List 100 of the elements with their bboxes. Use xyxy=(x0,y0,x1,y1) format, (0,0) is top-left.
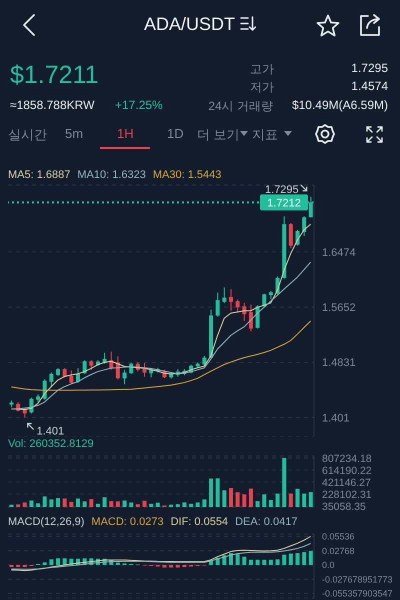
candlestick xyxy=(202,355,206,366)
candlestick xyxy=(236,298,240,313)
bar xyxy=(129,502,134,507)
bar xyxy=(308,492,313,507)
bar xyxy=(176,504,180,507)
text: ≈1858.788KRW xyxy=(10,98,94,112)
chart-title: MACD(12,26,9) xyxy=(8,516,84,528)
bar xyxy=(82,501,87,507)
y-tick-label: 421146.27 xyxy=(322,476,372,489)
text: 5m xyxy=(65,126,84,141)
bar xyxy=(262,494,266,507)
bar xyxy=(142,500,147,507)
text: $10.49M(A6.59M) xyxy=(292,98,388,112)
text: 더 보기 xyxy=(197,126,240,144)
text: $1.7211 xyxy=(10,61,99,90)
y-tick-label: 0.0 xyxy=(322,560,335,570)
bar xyxy=(89,499,94,507)
bar xyxy=(49,559,54,565)
chart-title: Vol: 260352.8129 xyxy=(8,438,94,450)
bar xyxy=(56,498,60,507)
candlestick xyxy=(302,216,306,237)
bar xyxy=(236,492,240,507)
y-tick-label: 1.5652 xyxy=(322,302,356,314)
bar xyxy=(276,559,280,565)
bar xyxy=(42,562,47,565)
bar xyxy=(182,502,186,507)
bar xyxy=(288,554,293,565)
line-series xyxy=(10,542,312,570)
bar xyxy=(288,494,293,507)
bar xyxy=(9,564,14,568)
bar xyxy=(282,554,286,565)
bar xyxy=(16,504,20,507)
y-tick-label: 614190.22 xyxy=(322,464,372,477)
bar xyxy=(116,501,120,507)
bar xyxy=(122,500,127,507)
text: DIF: 0.0554 xyxy=(170,516,228,528)
bar xyxy=(42,496,47,507)
y-tick-label: 1.401 xyxy=(322,412,350,424)
text: 저가 xyxy=(250,79,274,96)
candlestick xyxy=(62,368,67,378)
y-tick-label: -0.027678951773 xyxy=(322,574,393,584)
bar xyxy=(109,501,114,507)
candlestick xyxy=(222,286,226,304)
text: MA5: 1.6887 xyxy=(8,169,70,181)
y-tick-label: 0.02768 xyxy=(322,546,355,556)
bar xyxy=(182,564,186,568)
candlestick xyxy=(288,222,293,249)
bar xyxy=(228,488,233,507)
bar xyxy=(69,502,74,507)
bar xyxy=(282,458,286,507)
bar xyxy=(242,494,246,507)
bar xyxy=(176,564,180,568)
bar xyxy=(136,504,140,507)
bar xyxy=(209,478,214,507)
text: 1H xyxy=(117,126,134,141)
bar xyxy=(296,553,300,565)
bar xyxy=(62,498,67,507)
bar xyxy=(248,560,253,565)
text: +17.25% xyxy=(115,98,163,112)
bar xyxy=(149,504,154,507)
bar xyxy=(222,490,226,507)
text: 지표 xyxy=(252,126,278,144)
ref-line-label: 1.7212 xyxy=(267,197,301,210)
bar xyxy=(256,501,260,507)
candlestick xyxy=(49,372,54,388)
y-tick-label: -0.055357903547 xyxy=(322,588,393,599)
bar xyxy=(96,504,100,507)
y-tick-label: 228102.31 xyxy=(322,488,372,501)
bar xyxy=(256,560,260,565)
text: 1D xyxy=(167,126,184,141)
bar xyxy=(302,494,306,507)
bar xyxy=(36,503,40,507)
bar xyxy=(209,560,214,565)
bar xyxy=(162,564,166,568)
bar xyxy=(216,478,220,507)
candlestick xyxy=(216,292,220,318)
bar xyxy=(102,497,107,507)
candlestick xyxy=(228,288,233,312)
bar xyxy=(236,554,240,565)
text: 1.7295 xyxy=(351,61,388,75)
text: MA10: 1.6323 xyxy=(77,169,146,181)
bar xyxy=(49,499,54,507)
bar xyxy=(16,564,20,568)
bar xyxy=(22,502,27,507)
y-tick-label: 1.4831 xyxy=(322,357,356,370)
text: 고가 xyxy=(250,61,274,78)
bar xyxy=(189,504,194,507)
y-tick-label: 1.6474 xyxy=(322,246,356,259)
bar xyxy=(296,488,300,507)
bar xyxy=(268,500,273,507)
bar xyxy=(29,500,34,507)
bar xyxy=(248,488,253,507)
annotation: 1.401 xyxy=(36,426,64,438)
bar xyxy=(242,556,246,565)
candlestick xyxy=(69,370,74,384)
candlestick xyxy=(122,369,127,385)
text: 24시 거래량 xyxy=(208,98,273,115)
bar xyxy=(76,498,80,507)
bar xyxy=(196,502,200,507)
bar xyxy=(22,564,27,568)
